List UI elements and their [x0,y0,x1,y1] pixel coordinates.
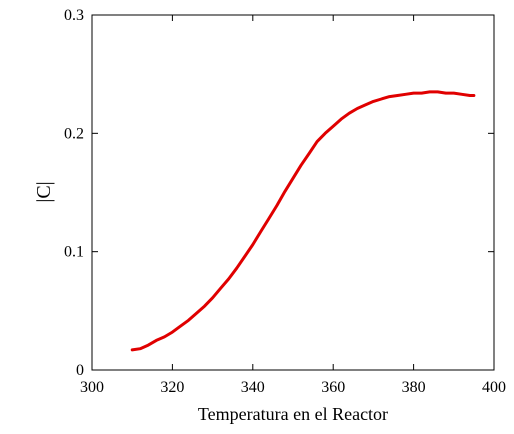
x-tick-label: 300 [80,379,104,396]
x-tick-label: 320 [160,379,184,396]
y-axis-ticks: 0 0.1 0.2 0.3 [64,7,494,379]
series-line [130,90,476,352]
x-tick-label: 400 [482,379,506,396]
x-axis-label: Temperatura en el Reactor [198,404,388,424]
x-tick-label: 360 [321,379,345,396]
plot-frame [91,14,495,371]
y-tick-label: 0.2 [64,125,84,142]
x-axis-ticks: 300 320 340 360 380 400 [80,15,506,396]
y-tick-label: 0 [76,362,84,379]
series-layer [130,90,476,352]
x-tick-label: 380 [402,379,426,396]
y-tick-label: 0.3 [64,7,84,24]
x-tick-label: 340 [241,379,265,396]
y-tick-label: 0.1 [64,244,84,261]
y-axis-label: |C| [33,181,55,202]
